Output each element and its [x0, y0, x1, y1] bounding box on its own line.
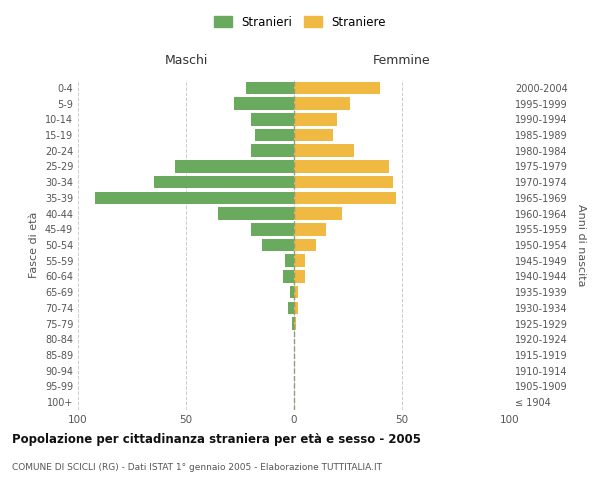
Bar [247, 82, 294, 94]
Bar [294, 160, 389, 172]
Bar [255, 128, 294, 141]
Bar [283, 270, 294, 282]
Bar [294, 286, 298, 298]
Bar [294, 98, 350, 110]
Bar [233, 98, 294, 110]
Bar [294, 144, 355, 157]
Legend: Stranieri, Straniere: Stranieri, Straniere [209, 11, 391, 34]
Y-axis label: Anni di nascita: Anni di nascita [576, 204, 586, 286]
Bar [292, 318, 294, 330]
Text: Popolazione per cittadinanza straniera per età e sesso - 2005: Popolazione per cittadinanza straniera p… [12, 432, 421, 446]
Bar [294, 302, 298, 314]
Bar [294, 113, 337, 126]
Bar [294, 238, 316, 252]
Bar [251, 113, 294, 126]
Y-axis label: Fasce di età: Fasce di età [29, 212, 39, 278]
Bar [262, 238, 294, 252]
Bar [95, 192, 294, 204]
Text: Femmine: Femmine [373, 54, 431, 68]
Bar [294, 192, 395, 204]
Bar [294, 270, 305, 282]
Bar [290, 286, 294, 298]
Bar [286, 254, 294, 267]
Bar [294, 318, 296, 330]
Text: COMUNE DI SCICLI (RG) - Dati ISTAT 1° gennaio 2005 - Elaborazione TUTTITALIA.IT: COMUNE DI SCICLI (RG) - Dati ISTAT 1° ge… [12, 462, 382, 471]
Bar [154, 176, 294, 188]
Bar [294, 208, 341, 220]
Bar [251, 223, 294, 235]
Bar [294, 223, 326, 235]
Text: Maschi: Maschi [164, 54, 208, 68]
Bar [294, 176, 394, 188]
Bar [287, 302, 294, 314]
Bar [294, 82, 380, 94]
Bar [251, 144, 294, 157]
Bar [294, 128, 333, 141]
Bar [175, 160, 294, 172]
Bar [294, 254, 305, 267]
Bar [218, 208, 294, 220]
